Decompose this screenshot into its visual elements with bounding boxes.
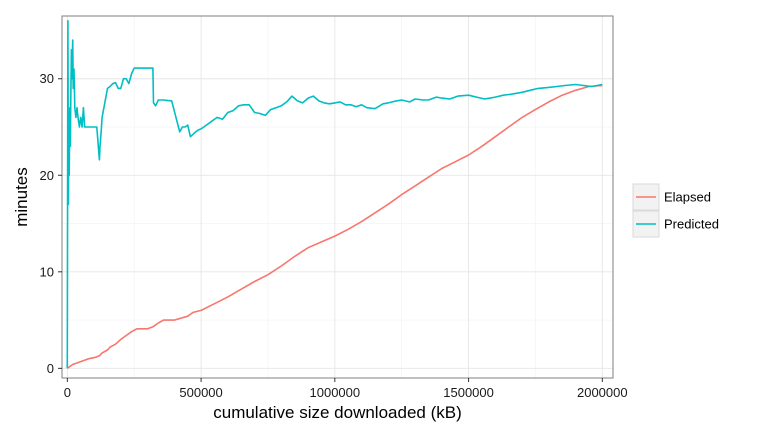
- y-tick-label: 0: [47, 361, 54, 376]
- y-axis-title: minutes: [12, 167, 31, 227]
- y-tick-label: 30: [40, 71, 54, 86]
- legend-label-elapsed: Elapsed: [664, 190, 711, 205]
- x-tick-label: 2000000: [577, 385, 628, 400]
- plot-border: [61, 15, 614, 379]
- x-tick-label: 1000000: [310, 385, 361, 400]
- y-tick-label: 20: [40, 168, 54, 183]
- plot-background: [62, 16, 613, 378]
- series-line-elapsed: [66, 84, 603, 369]
- x-tick-label: 0: [64, 385, 71, 400]
- x-tick-label: 1500000: [443, 385, 494, 400]
- x-tick-label: 500000: [179, 385, 222, 400]
- plot-area: 0 500000 1000000 1500000 2000000 0 10 20 30: [40, 15, 628, 400]
- legend-label-predicted: Predicted: [664, 217, 719, 232]
- legend: Elapsed Predicted: [632, 183, 719, 238]
- series-line-predicted: [66, 19, 603, 369]
- y-tick-label: 10: [40, 264, 54, 279]
- x-axis-title: cumulative size downloaded (kB): [213, 403, 462, 422]
